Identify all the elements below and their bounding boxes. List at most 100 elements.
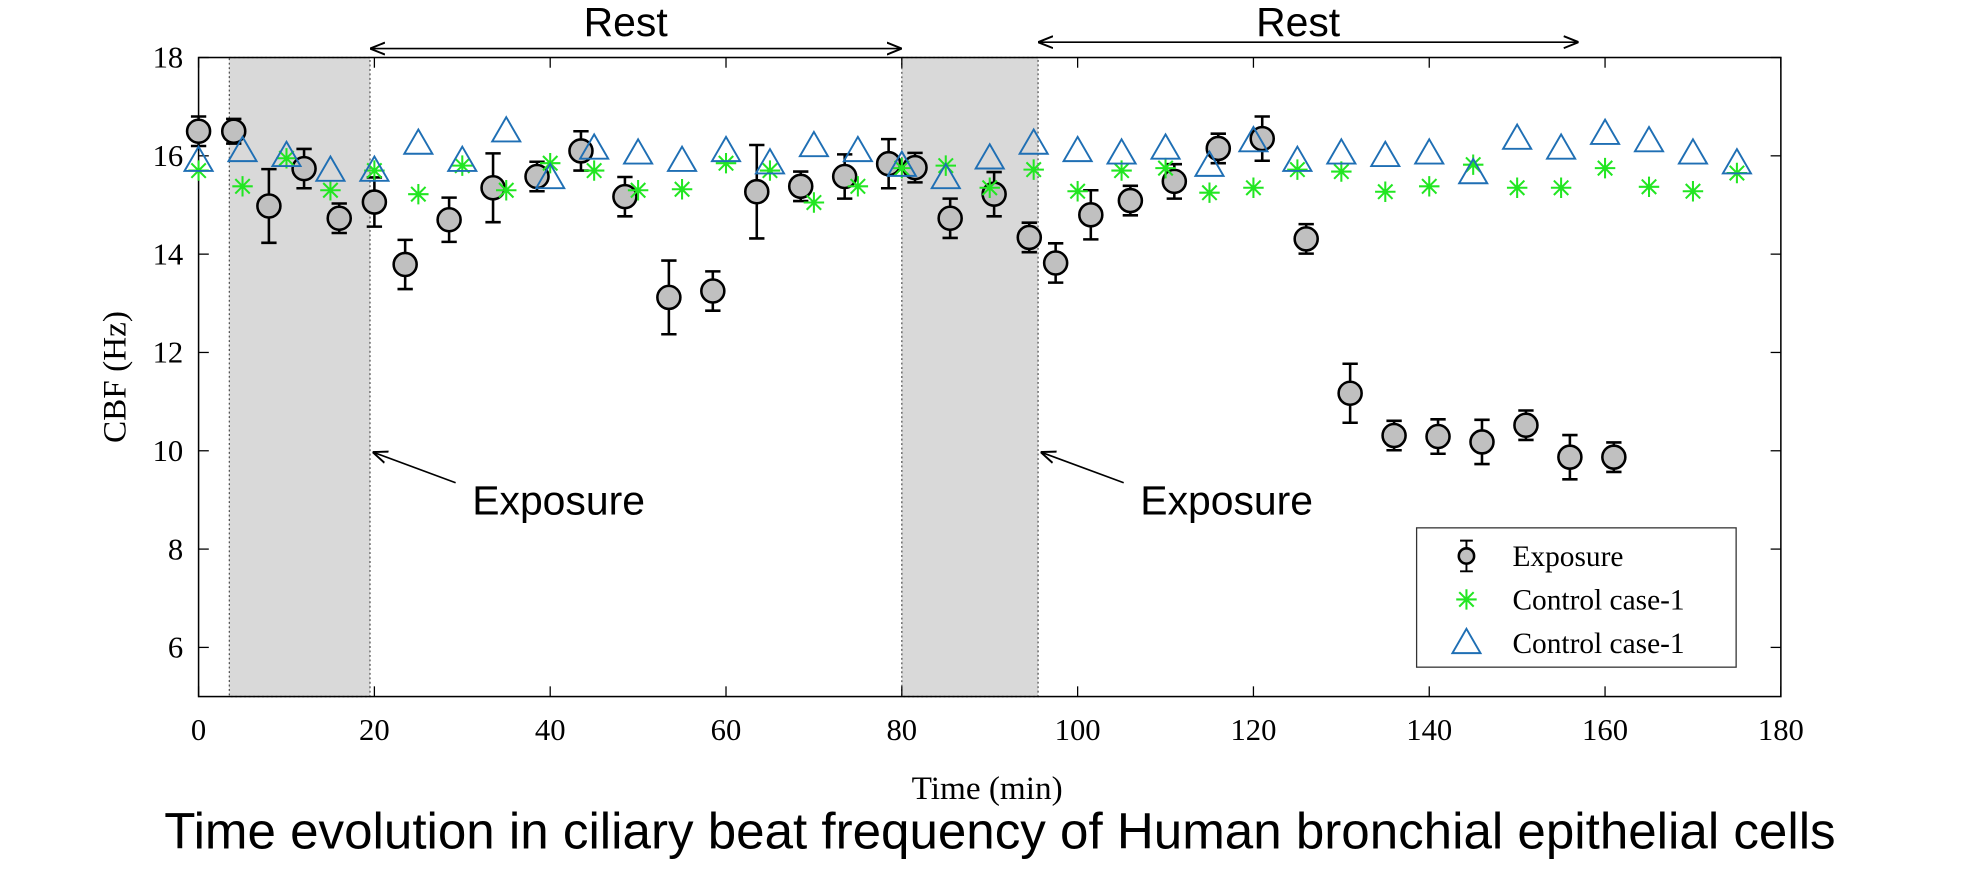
legend: Exposure Control case-1 Control case-1: [1415, 527, 1737, 668]
data-point: [583, 160, 605, 181]
x-tick-label: 80: [886, 713, 917, 747]
data-point: [256, 193, 282, 219]
data-point: [1677, 137, 1709, 165]
data-point: [671, 179, 693, 200]
x-tick-label: 60: [711, 713, 742, 747]
y-axis-label: CBF (Hz): [97, 311, 134, 443]
data-point: [1413, 137, 1445, 165]
data-point: [220, 118, 247, 145]
data-point: [1381, 422, 1407, 449]
data-point: [787, 173, 814, 200]
data-point: [1287, 159, 1308, 180]
data-point: [754, 147, 786, 175]
data-point: [1078, 202, 1104, 228]
data-point: [886, 149, 918, 177]
data-point: [276, 148, 297, 169]
data-point: [534, 161, 566, 190]
data-point: [622, 137, 654, 165]
data-point: [1149, 132, 1182, 160]
exposure-arrow: [373, 452, 456, 484]
data-point: [1425, 423, 1451, 450]
data-point: [1023, 159, 1044, 180]
y-tick-label: 16: [153, 139, 184, 173]
x-tick-label: 140: [1406, 713, 1452, 747]
data-point: [496, 180, 517, 201]
data-point: [842, 134, 874, 163]
exposure-span: [228, 56, 371, 698]
data-point: [452, 155, 473, 176]
y-tick-label: 14: [153, 237, 184, 271]
data-point: [715, 152, 737, 174]
data-point: [831, 163, 858, 190]
data-point: [710, 134, 742, 163]
data-point: [759, 160, 781, 181]
data-point: [979, 177, 1000, 199]
plot-frame: [197, 56, 1782, 698]
rest-label: Rest: [1256, 0, 1341, 45]
data-point: [974, 142, 1006, 170]
data-point: [270, 139, 303, 168]
data-point: [743, 178, 770, 205]
data-point: [182, 144, 215, 172]
exposure-label: Exposure: [1140, 478, 1313, 524]
data-point: [1193, 149, 1226, 177]
data-point: [402, 127, 435, 155]
data-point: [981, 181, 1007, 207]
x-tick-label: 120: [1230, 713, 1276, 747]
legend-marker: [1450, 626, 1483, 655]
data-point: [1682, 180, 1704, 202]
data-point: [490, 115, 522, 143]
rest-label: Rest: [584, 0, 669, 45]
data-point: [408, 183, 429, 205]
data-point: [798, 130, 830, 158]
data-point: [1111, 160, 1132, 181]
data-point: [1199, 182, 1220, 203]
data-point: [1506, 177, 1528, 199]
data-point: [627, 180, 649, 201]
x-tick-label: 180: [1758, 713, 1804, 747]
data-point: [1633, 125, 1665, 153]
data-point: [1042, 250, 1069, 276]
data-point: [930, 161, 962, 190]
data-point: [1325, 137, 1358, 165]
data-point: [803, 192, 825, 213]
data-point: [1237, 125, 1270, 153]
data-point: [1117, 187, 1144, 214]
data-point: [1601, 444, 1627, 470]
data-point: [891, 157, 913, 179]
data-point: [1419, 176, 1440, 197]
data-point: [291, 155, 317, 182]
data-point: [656, 284, 682, 311]
data-point: [314, 154, 347, 182]
legend-label: Control case-1: [1512, 585, 1684, 617]
data-point: [937, 205, 963, 232]
legend-marker: [1456, 589, 1477, 610]
legend-label: Control case-1: [1512, 628, 1684, 660]
legend-label: Exposure: [1512, 541, 1623, 573]
data-point: [1249, 125, 1276, 152]
y-tick-label: 18: [153, 41, 184, 75]
data-point: [1067, 180, 1088, 202]
data-point: [1293, 226, 1319, 252]
data-point: [1369, 139, 1402, 168]
data-point: [1331, 161, 1352, 182]
data-point: [326, 205, 353, 232]
data-point: [1243, 177, 1264, 199]
data-point: [1375, 181, 1396, 202]
data-point: [232, 176, 253, 197]
data-point: [1501, 122, 1533, 150]
data-point: [1281, 144, 1314, 172]
data-point: [364, 160, 385, 181]
data-point: [666, 144, 698, 172]
chart-title: Time evolution in ciliary beat frequency…: [164, 803, 1835, 860]
data-point: [185, 118, 212, 145]
data-point: [1589, 117, 1621, 145]
data-point: [1557, 444, 1583, 470]
data-point: [847, 176, 869, 197]
data-point: [446, 144, 479, 172]
data-point: [358, 154, 391, 182]
y-tick-label: 10: [153, 434, 184, 468]
data-point: [1155, 157, 1176, 179]
legend-marker: [1457, 547, 1476, 565]
